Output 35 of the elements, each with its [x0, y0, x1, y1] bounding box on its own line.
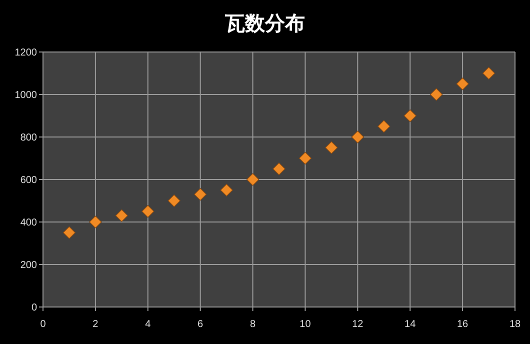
y-tick-label: 200	[20, 260, 38, 271]
x-tick-label: 4	[145, 319, 152, 330]
y-tick-label: 0	[31, 302, 38, 314]
point	[246, 173, 260, 186]
y-tick-label: 1000	[14, 90, 38, 101]
x-tick-label: 16	[456, 319, 469, 330]
x-tick-label: 2	[92, 319, 99, 330]
chart-title: 瓦数分布	[224, 11, 305, 35]
point	[272, 162, 286, 176]
point	[194, 188, 207, 201]
point	[430, 88, 443, 101]
point	[142, 205, 154, 218]
point	[89, 216, 102, 228]
y-tick-label: 1200	[14, 48, 38, 58]
y-tick-label: 600	[20, 175, 38, 186]
y-tick-label: 400	[20, 218, 38, 228]
point	[62, 226, 76, 239]
x-tick-label: 14	[404, 319, 416, 330]
x-tick-label: 0	[40, 319, 46, 330]
point	[351, 130, 364, 144]
x-tick-label: 10	[300, 319, 312, 330]
x-tick-label: 12	[352, 319, 364, 330]
point	[168, 194, 180, 208]
point	[482, 66, 496, 80]
point	[325, 141, 338, 154]
x-tick-label: 8	[250, 319, 256, 330]
y-tick-label: 800	[20, 132, 38, 144]
point	[115, 209, 128, 222]
point	[378, 120, 390, 133]
point	[298, 152, 312, 165]
point	[220, 184, 233, 196]
x-tick-label: 6	[198, 319, 204, 330]
point	[404, 109, 416, 122]
point	[456, 78, 469, 90]
x-tick-label: 18	[509, 319, 521, 330]
